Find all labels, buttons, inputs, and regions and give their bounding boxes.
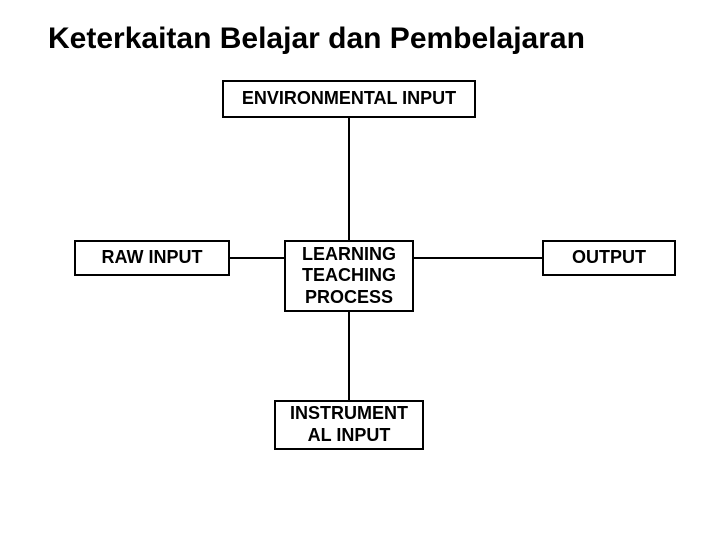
node-label: RAW INPUT	[102, 247, 203, 269]
edge-center-instr	[348, 312, 350, 400]
page-title: Keterkaitan Belajar dan Pembelajaran	[48, 22, 720, 56]
diagram-canvas: Keterkaitan Belajar dan Pembelajaran ENV…	[0, 0, 720, 540]
node-label: INSTRUMENTAL INPUT	[290, 403, 408, 446]
node-learning-teaching-process: LEARNINGTEACHINGPROCESS	[284, 240, 414, 312]
node-label: LEARNINGTEACHINGPROCESS	[302, 244, 396, 309]
edge-center-output	[414, 257, 542, 259]
edge-env-center	[348, 118, 350, 240]
node-instrumental-input: INSTRUMENTAL INPUT	[274, 400, 424, 450]
node-label: OUTPUT	[572, 247, 646, 269]
node-output: OUTPUT	[542, 240, 676, 276]
edge-raw-center	[230, 257, 284, 259]
node-environmental-input: ENVIRONMENTAL INPUT	[222, 80, 476, 118]
node-raw-input: RAW INPUT	[74, 240, 230, 276]
node-label: ENVIRONMENTAL INPUT	[242, 88, 456, 110]
